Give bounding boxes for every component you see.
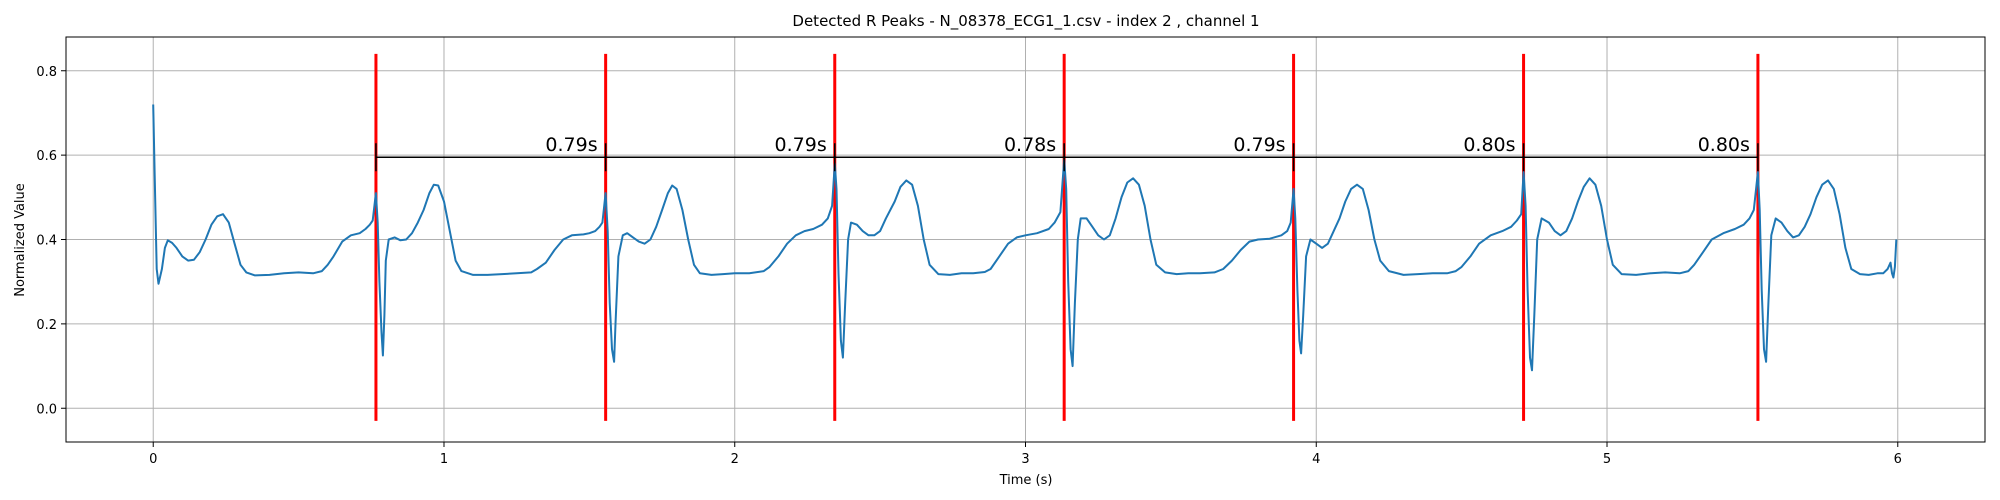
rr-interval-label: 0.79s (1233, 134, 1285, 156)
x-axis-ticks: 0 1 2 3 4 5 6 (149, 442, 1902, 467)
chart-title: Detected R Peaks - N_08378_ECG1_1.csv - … (792, 12, 1259, 31)
x-tick-label: 3 (1021, 452, 1029, 467)
y-tick-label: 0.4 (36, 234, 57, 249)
x-tick-label: 6 (1894, 452, 1902, 467)
rr-interval-label: 0.78s (1004, 134, 1056, 156)
ecg-signal-line (152, 104, 1898, 372)
y-tick-label: 0.8 (36, 65, 57, 80)
x-axis-label: Time (s) (999, 473, 1053, 488)
x-tick-label: 5 (1603, 452, 1611, 467)
x-tick-label: 1 (440, 452, 448, 467)
x-tick-label: 4 (1312, 452, 1320, 467)
rr-intervals: 0.79s 0.79s 0.78s 0.79s 0.80s 0.80s (375, 134, 1759, 172)
y-tick-label: 0.0 (36, 402, 57, 417)
y-tick-label: 0.2 (36, 318, 57, 333)
rr-interval-label: 0.79s (775, 134, 827, 156)
y-axis-ticks: 0.0 0.2 0.4 0.6 0.8 (36, 65, 66, 417)
rr-interval-label: 0.80s (1698, 134, 1750, 156)
y-axis-label: Normalized Value (13, 183, 28, 297)
x-tick-label: 0 (149, 452, 157, 467)
y-tick-label: 0.6 (36, 149, 57, 164)
signal-series (152, 104, 1898, 372)
rr-interval-label: 0.80s (1463, 134, 1515, 156)
x-tick-label: 2 (731, 452, 739, 467)
r-peak-markers (374, 53, 1760, 421)
rr-interval-label: 0.79s (545, 134, 597, 156)
